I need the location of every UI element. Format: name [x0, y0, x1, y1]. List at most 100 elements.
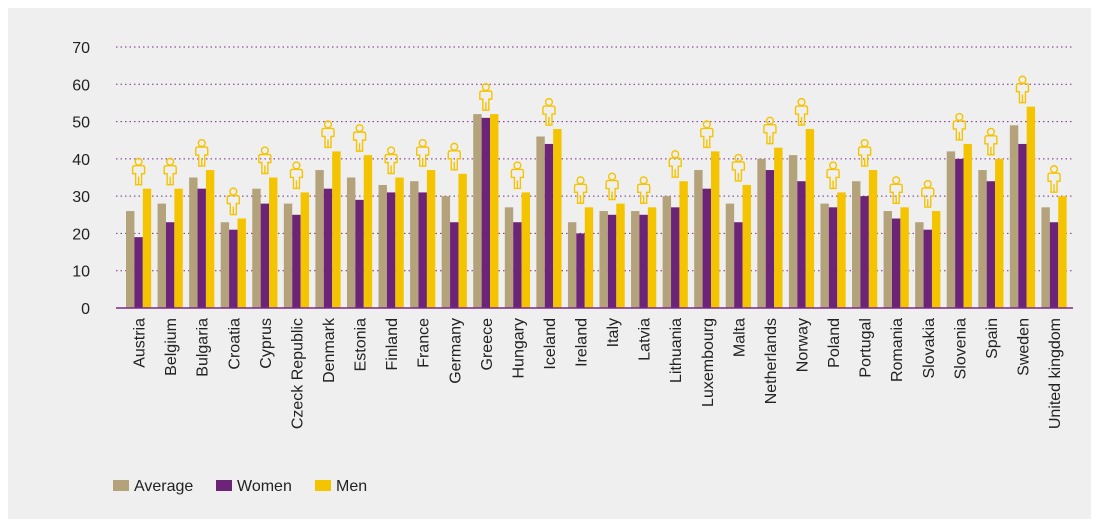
x-tick-label: Portugal	[858, 318, 875, 378]
bar-women	[229, 229, 238, 308]
bar-average	[378, 184, 387, 308]
bar-women	[892, 218, 901, 308]
bar-average	[441, 196, 451, 308]
legend-label-men: Men	[336, 478, 367, 495]
bar-women	[355, 199, 364, 308]
person-outline-icon	[258, 146, 272, 175]
x-tick-label: Lithuania	[668, 318, 685, 383]
bar-men	[521, 192, 530, 308]
bar-men	[490, 114, 499, 308]
person-outline-icon	[1015, 75, 1030, 104]
y-tick-label: 60	[72, 77, 90, 94]
bar-average	[662, 196, 672, 308]
bar-women	[797, 181, 806, 308]
x-tick-label: Sweden	[1015, 318, 1032, 376]
x-tick-label: Bulgaria	[195, 318, 212, 377]
y-axis-ticks: 0 10 20 30 40 50 60 70	[72, 40, 90, 318]
person-outline-icon	[352, 124, 367, 152]
bar-men	[774, 147, 783, 308]
person-outline-icon	[289, 161, 304, 190]
bar-women	[386, 192, 396, 308]
bar-men	[616, 203, 625, 308]
bar-women	[513, 222, 522, 308]
person-outline-icon	[952, 112, 967, 141]
bar-men	[931, 211, 941, 308]
bar-men	[395, 177, 404, 308]
bar-average	[757, 158, 766, 308]
bar-average	[1009, 125, 1019, 308]
bar-men	[553, 129, 562, 308]
bar-men	[900, 207, 909, 308]
bar-chart: 0 10 20 30 40 50 60 70 Austria Belgium Bulgaria Cr…	[72, 40, 1073, 495]
x-tick-label: Austria	[132, 318, 149, 368]
bar-men	[963, 143, 972, 308]
bars	[126, 106, 1067, 309]
person-outline-icon	[668, 150, 682, 178]
person-outline-icon	[447, 142, 461, 171]
grid-lines	[116, 46, 1073, 272]
bar-average	[315, 170, 324, 308]
person-outline-icon	[573, 176, 588, 205]
bar-women	[828, 207, 838, 308]
person-outline-icon	[984, 127, 998, 156]
x-tick-label: Netherlands	[763, 318, 780, 404]
person-outline-icon	[636, 176, 651, 205]
bar-average	[978, 170, 987, 308]
y-tick-label: 0	[81, 301, 90, 318]
person-outline-icon	[226, 187, 240, 216]
person-outline-icon	[700, 120, 714, 149]
bar-average	[631, 211, 640, 308]
bar-men	[300, 192, 310, 308]
x-tick-label: Denmark	[321, 317, 338, 383]
men-icons	[131, 75, 1061, 216]
bar-women	[450, 222, 459, 308]
person-outline-icon	[889, 176, 903, 205]
bar-average	[883, 211, 892, 308]
person-outline-icon	[321, 120, 335, 149]
bar-men	[332, 151, 341, 308]
x-tick-label: Finland	[384, 318, 401, 370]
bar-average	[410, 181, 419, 308]
bar-women	[576, 233, 585, 308]
bar-average	[220, 222, 230, 308]
bar-women	[481, 117, 491, 308]
x-tick-label: Cyprus	[258, 318, 275, 369]
bar-women	[197, 188, 206, 308]
bar-women	[923, 229, 932, 308]
bar-women	[734, 222, 743, 308]
bar-average	[915, 222, 924, 308]
x-tick-label: Estonia	[353, 318, 370, 371]
x-tick-label: Slovenia	[952, 318, 969, 379]
y-tick-label: 40	[72, 152, 90, 169]
x-tick-label: Romania	[889, 318, 906, 382]
person-outline-icon	[542, 97, 556, 126]
bar-men	[174, 188, 183, 308]
bar-average	[852, 181, 861, 308]
x-tick-label: Belgium	[163, 318, 180, 376]
person-outline-icon	[826, 161, 840, 190]
chart-panel: 0 10 20 30 40 50 60 70 Austria Belgium Bulgaria Cr…	[8, 8, 1091, 519]
bar-average	[346, 177, 356, 308]
x-tick-label: Italy	[605, 318, 622, 347]
bar-average	[536, 136, 545, 308]
bar-men	[142, 188, 152, 308]
bar-men	[868, 170, 878, 308]
bar-average	[599, 211, 608, 308]
bar-men	[237, 218, 246, 308]
y-tick-label: 30	[72, 189, 90, 206]
bar-men	[679, 181, 688, 308]
bar-women	[955, 158, 964, 308]
bar-average	[157, 203, 166, 308]
bar-average	[567, 222, 577, 308]
y-tick-label: 10	[72, 264, 90, 281]
x-tick-label: Greece	[479, 318, 496, 371]
x-tick-label: Latvia	[637, 318, 654, 361]
bar-women	[860, 196, 869, 308]
legend-swatch-average	[113, 480, 129, 491]
bar-average	[504, 207, 514, 308]
bar-average	[788, 155, 798, 308]
legend-label-average: Average	[134, 478, 193, 495]
bar-average	[694, 170, 703, 308]
person-outline-icon	[921, 179, 935, 208]
person-outline-icon	[763, 116, 777, 145]
